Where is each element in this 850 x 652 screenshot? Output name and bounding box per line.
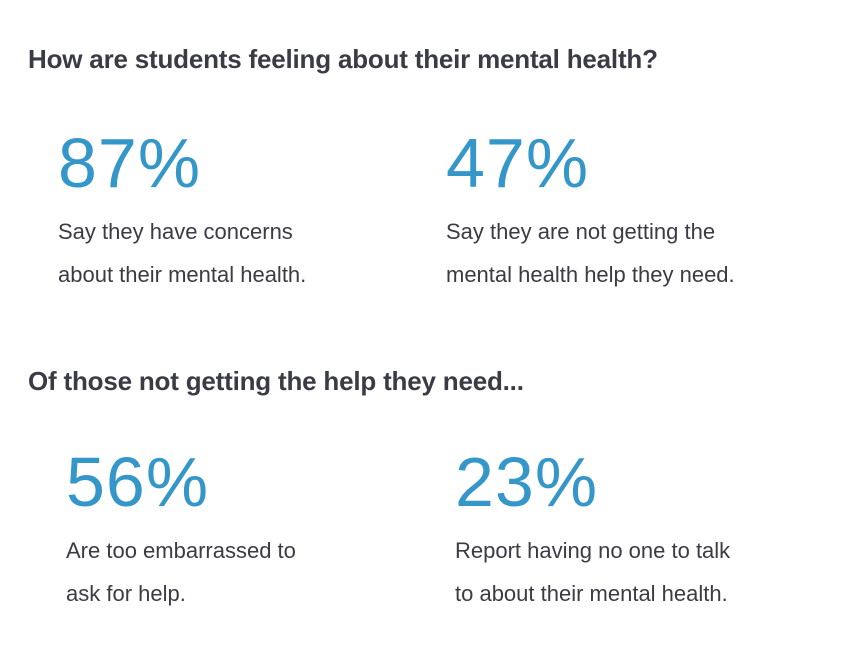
stat-line: mental health help they need. xyxy=(446,262,735,287)
stat-line: to about their mental health. xyxy=(455,581,728,606)
stat-description: Say they are not getting the mental healt… xyxy=(446,210,826,296)
stat-line: Say they have concerns xyxy=(58,219,293,244)
section-heading: Of those not getting the help they need.… xyxy=(28,366,524,396)
stat: 87% Say they have concerns about their men… xyxy=(58,128,438,296)
stat-line: Say they are not getting the xyxy=(446,219,716,244)
stat-value: 87% xyxy=(58,124,202,202)
section-heading: How are students feeling about their men… xyxy=(28,44,658,74)
stat: 23% Report having no one to talk to about … xyxy=(455,447,835,615)
stat-line: ask for help. xyxy=(66,581,186,606)
stat-value: 56% xyxy=(66,443,210,521)
stat: 47% Say they are not getting the mental he… xyxy=(446,128,826,296)
stat-value: 23% xyxy=(455,443,599,521)
stat-line: Report having no one to talk xyxy=(455,538,731,563)
stat-line: Are too embarrassed to xyxy=(66,538,296,563)
stat-value: 47% xyxy=(446,124,590,202)
stat-description: Report having no one to talk to about the… xyxy=(455,529,835,615)
stat-description: Are too embarrassed to ask for help. xyxy=(66,529,446,615)
stat-line: about their mental health. xyxy=(58,262,307,287)
stat: 56% Are too embarrassed to ask for help. xyxy=(66,447,446,615)
stat-description: Say they have concerns about their mental… xyxy=(58,210,438,296)
